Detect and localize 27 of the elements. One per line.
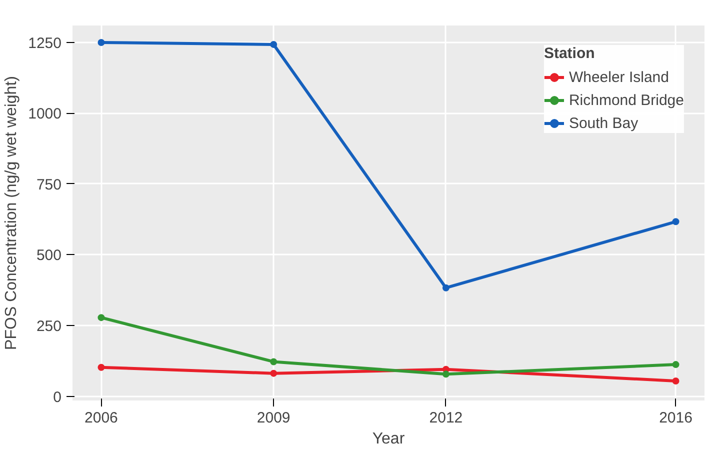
legend-label: South Bay: [568, 114, 638, 132]
point: [98, 364, 105, 371]
point: [270, 358, 278, 366]
x-tick-label: 2012: [429, 410, 463, 426]
y-tick-label: 0: [53, 388, 62, 406]
point: [442, 284, 450, 292]
y-tick-label: 500: [36, 247, 62, 264]
point: [98, 38, 105, 46]
x-axis-title: Year: [372, 430, 406, 448]
y-axis-title: PFOS Concentration (ng/g wet weight): [3, 76, 20, 350]
point: [672, 218, 680, 226]
y-tick-label: 1000: [28, 106, 62, 123]
point: [442, 370, 450, 378]
legend-label: Wheeler Island: [568, 68, 669, 86]
point: [98, 314, 105, 322]
x-tick-label: 2006: [84, 410, 118, 426]
y-tick-label: 1250: [28, 34, 62, 52]
x-tick-label: 2016: [659, 410, 692, 426]
y-tick-label: 750: [36, 176, 62, 194]
point: [270, 370, 278, 377]
legend-title: Station: [544, 45, 596, 62]
y-tick-label: 250: [36, 318, 62, 335]
x-tick-label: 2009: [256, 410, 290, 426]
legend-label: Richmond Bridge: [568, 92, 684, 108]
point: [672, 361, 680, 368]
point: [672, 377, 680, 384]
point: [270, 40, 278, 48]
